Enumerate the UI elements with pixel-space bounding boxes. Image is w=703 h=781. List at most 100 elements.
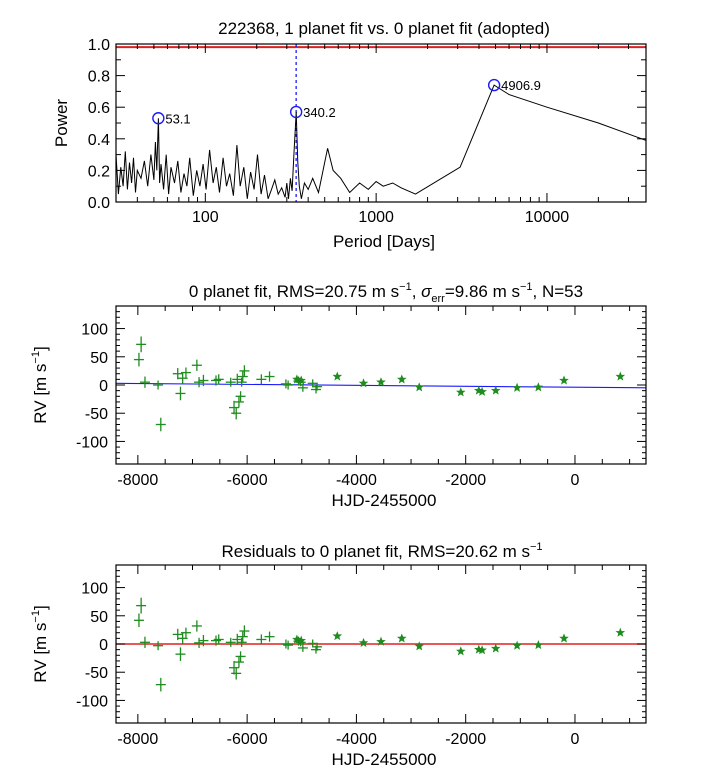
rv-point-errorbar (175, 647, 186, 661)
rv-point-errorbar (213, 374, 224, 385)
rv-point-errorbar (155, 417, 166, 432)
rv-point-star (559, 375, 569, 385)
rv-point-star (455, 646, 466, 656)
peak-label: 53.1 (165, 111, 190, 126)
rv-point-errorbar (280, 639, 291, 649)
rv-point-star (376, 377, 386, 387)
residuals-xlabel: HJD-2455000 (332, 750, 437, 769)
rv-point-star (358, 378, 369, 388)
y-tick-label: 100 (81, 581, 108, 598)
rv-point-errorbar (232, 633, 243, 646)
rv-point-errorbar (233, 396, 244, 408)
y-tick-label: 0.4 (88, 132, 110, 149)
periodogram-xlabel: Period [Days] (333, 232, 435, 251)
rv-point-errorbar (235, 391, 246, 402)
rv-point-errorbar (191, 620, 202, 632)
rv-point-errorbar (133, 352, 144, 367)
rv-point-errorbar (256, 634, 267, 645)
y-tick-label: 0.8 (88, 69, 110, 86)
rv-point-errorbar (297, 644, 308, 652)
rv-point-errorbar (139, 376, 150, 388)
x-tick-label: -2000 (445, 731, 486, 748)
rv-point-star (477, 386, 487, 396)
rv-point-errorbar (225, 377, 236, 387)
rv-point-errorbar (139, 636, 150, 648)
y-tick-label: 1.0 (88, 37, 110, 54)
periodogram-title: 222368, 1 planet fit vs. 0 planet fit (a… (218, 19, 550, 38)
rv-point-errorbar (264, 631, 275, 642)
rv-point-errorbar (136, 336, 147, 353)
rv-point-errorbar (194, 377, 205, 388)
rv-point-star (358, 637, 369, 647)
rv-title: 0 planet fit, RMS=20.75 m s−1, σerr=9.86… (189, 281, 583, 305)
rv-point-errorbar (233, 656, 244, 668)
rv-point-errorbar (307, 379, 318, 388)
periodogram-line (115, 84, 647, 199)
y-tick-label: 50 (90, 609, 108, 626)
rv-point-errorbar (172, 368, 183, 380)
rv-point-errorbar (264, 371, 275, 382)
rv-point-errorbar (180, 367, 191, 378)
rv-point-star (559, 633, 569, 643)
x-tick-label: -4000 (336, 731, 377, 748)
rv-point-star (332, 631, 343, 641)
residuals-ylabel: RV [m s−1] (30, 605, 50, 682)
rv-point-star (455, 387, 466, 397)
rv-point-star (477, 645, 487, 655)
rv-point-star (376, 636, 386, 646)
rv-point-star (615, 371, 626, 381)
y-tick-label: -50 (85, 665, 108, 682)
y-tick-label: 0 (99, 378, 108, 395)
rv-point-errorbar (232, 373, 243, 385)
rv-point-star (615, 627, 626, 637)
rv-point-errorbar (239, 625, 250, 637)
rv-xlabel: HJD-2455000 (332, 491, 437, 510)
rv-point-errorbar (283, 640, 294, 650)
periodogram-panel: 222368, 1 planet fit vs. 0 planet fit (a… (52, 19, 647, 251)
y-tick-label: -100 (76, 434, 108, 451)
rv-point-star (296, 635, 307, 645)
rv-point-errorbar (256, 374, 267, 385)
peak-marker (152, 112, 165, 125)
rv-point-errorbar (297, 383, 308, 392)
rv-point-star (414, 641, 424, 651)
model-fit-line (115, 382, 647, 389)
rv-point-errorbar (312, 382, 323, 391)
y-tick-label: 0.2 (88, 163, 110, 180)
rv-point-star (512, 382, 522, 392)
rv-point-star (533, 382, 544, 392)
rv-point-errorbar (177, 632, 188, 644)
rv-point-errorbar (235, 651, 246, 662)
rv-point-errorbar (239, 365, 250, 377)
x-tick-label: 100 (192, 209, 219, 226)
rv-point-errorbar (231, 407, 242, 420)
rv-point-errorbar (198, 374, 209, 387)
rv-point-errorbar (198, 634, 209, 647)
x-tick-label: -2000 (445, 472, 486, 489)
rv-point-star (490, 643, 501, 653)
rv-point-errorbar (175, 386, 186, 401)
y-tick-label: 0.6 (88, 100, 110, 117)
rv-point-errorbar (236, 637, 247, 647)
rv-point-errorbar (307, 639, 318, 648)
x-tick-label: 0 (571, 472, 580, 489)
x-tick-label: -8000 (117, 472, 158, 489)
peak-label: 340.2 (303, 105, 336, 120)
peak-marker (289, 105, 303, 119)
x-tick-label: -4000 (336, 472, 377, 489)
y-tick-label: -100 (76, 693, 108, 710)
x-tick-label: 10000 (525, 209, 570, 226)
residuals-title: Residuals to 0 planet fit, RMS=20.62 m s… (221, 541, 542, 561)
rv-point-errorbar (180, 627, 191, 638)
rv-point-errorbar (191, 359, 202, 371)
y-tick-label: 0.0 (88, 195, 110, 212)
rv-point-star (490, 385, 501, 395)
rv-panel: 0 planet fit, RMS=20.75 m s−1, σerr=9.86… (30, 281, 647, 510)
x-tick-label: 1000 (358, 209, 394, 226)
x-tick-label: -6000 (227, 731, 268, 748)
rv-point-star (396, 633, 407, 643)
rv-point-star (533, 640, 544, 650)
x-tick-label: -8000 (117, 731, 158, 748)
rv-point-errorbar (213, 634, 224, 645)
